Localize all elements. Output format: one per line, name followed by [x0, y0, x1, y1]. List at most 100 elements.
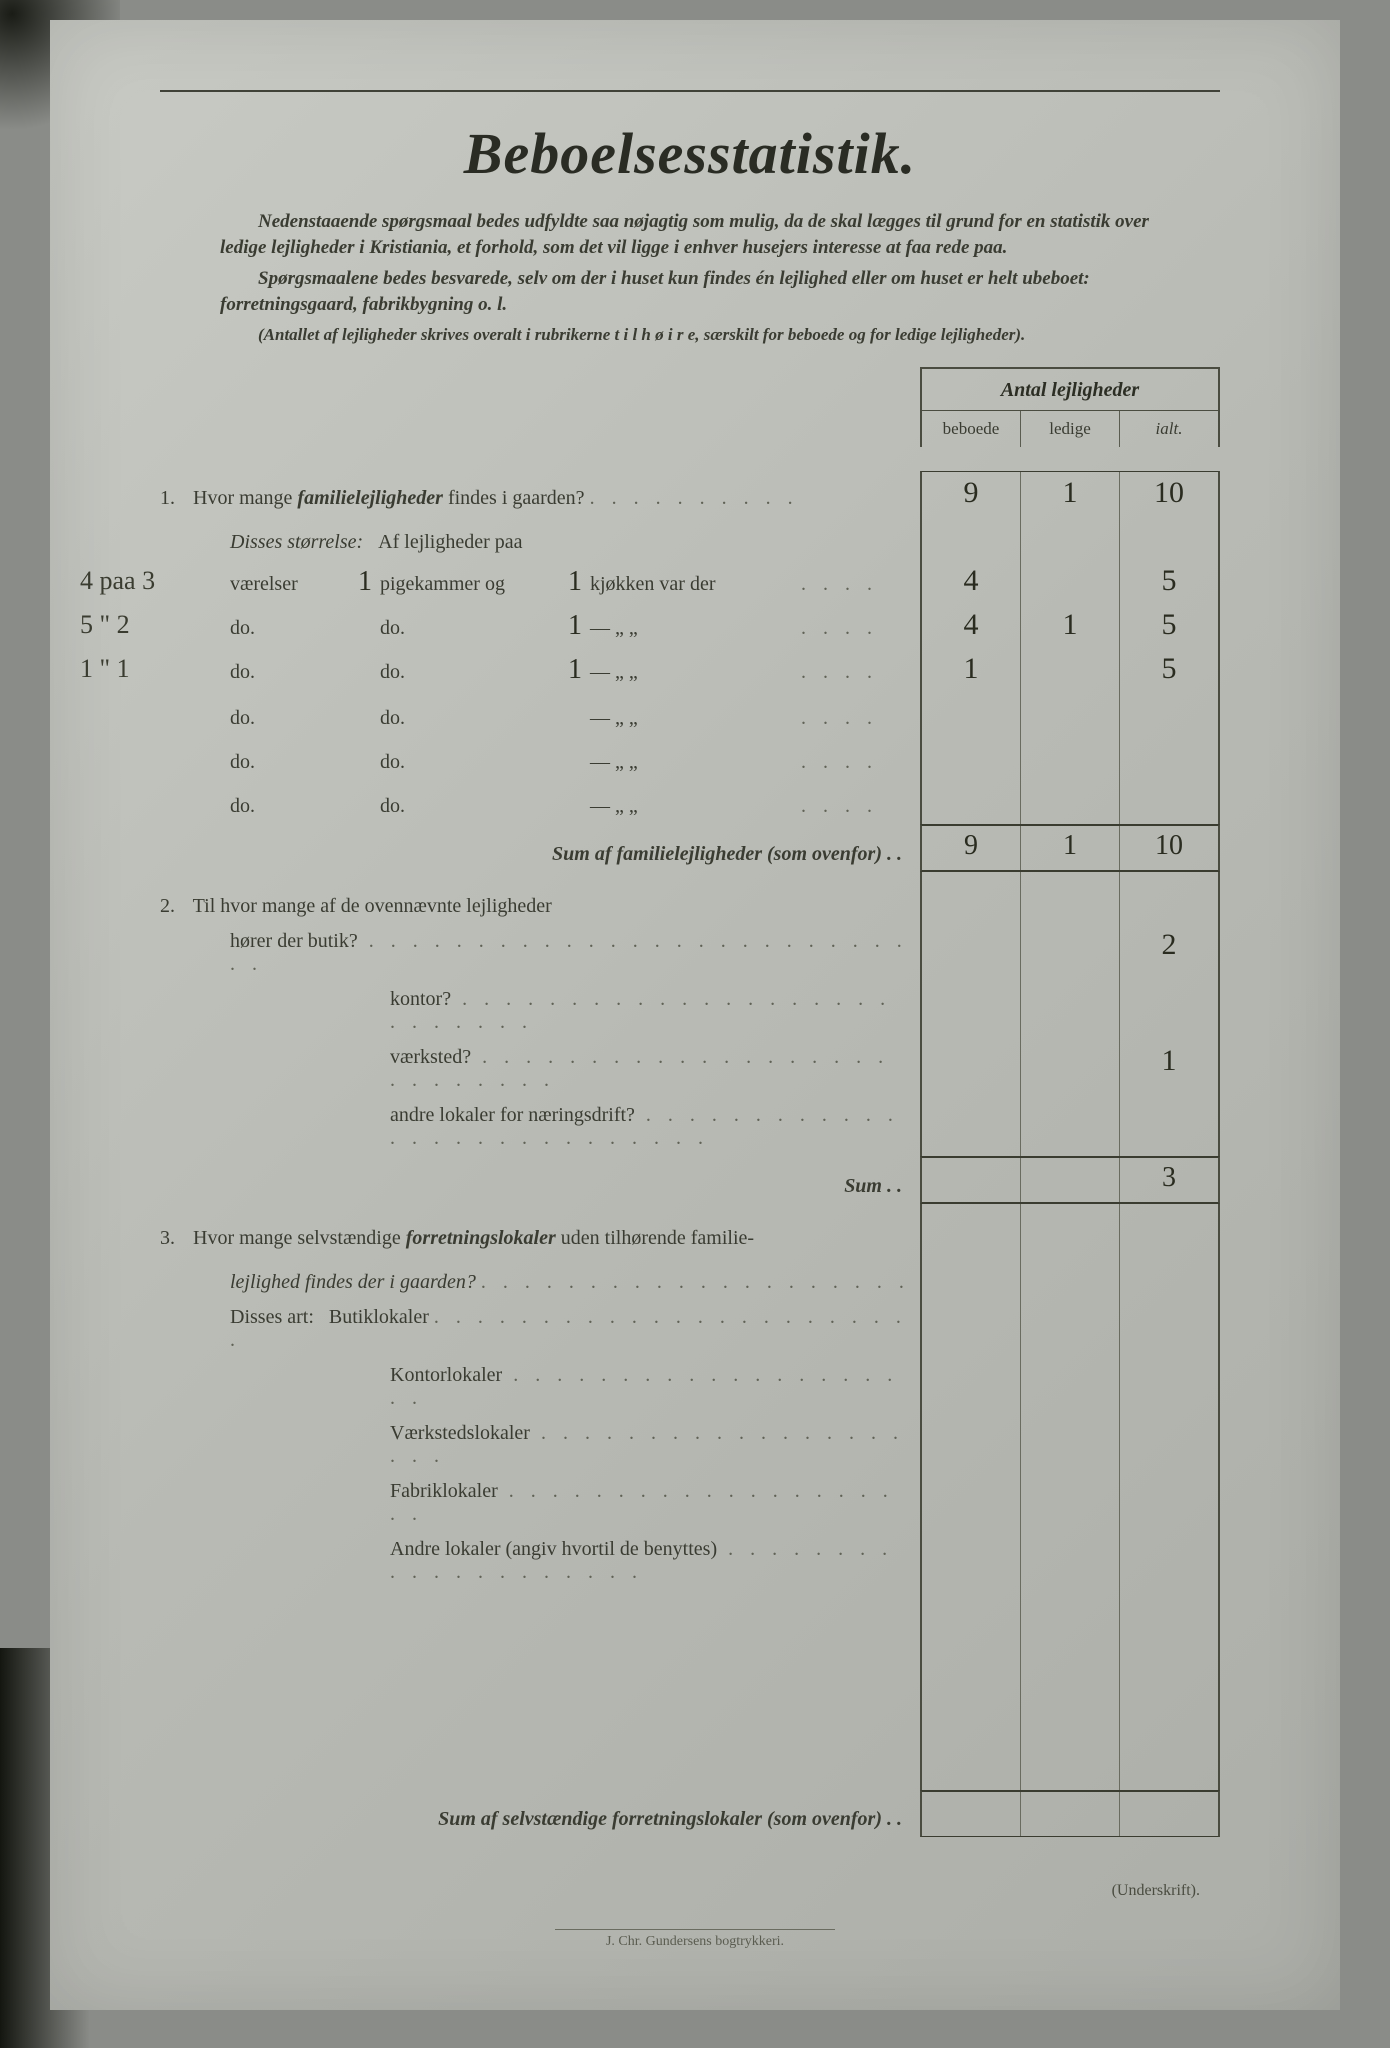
q3-text-c: uden tilhørende familie-	[561, 1227, 754, 1249]
handwritten-value: 1	[560, 566, 590, 598]
dots: . . . . . . . . . . . . . . . . . . . .	[481, 1271, 910, 1293]
q3-text-b: forretningslokaler	[406, 1227, 556, 1249]
q3-detail-row: Fabriklokaler . . . . . . . . . . . . . …	[160, 1474, 1220, 1532]
q2-detail-cells: 1	[920, 1040, 1220, 1098]
q1-beboede: 9	[922, 472, 1021, 516]
cell-i	[1120, 780, 1218, 824]
q2-sum-label: Sum . .	[160, 1169, 920, 1204]
q2-sum-b	[922, 1158, 1021, 1202]
q1-sum-i: 10	[1120, 826, 1218, 870]
q2-label: 2. Til hvor mange af de ovennævnte lejli…	[160, 889, 920, 924]
cell-l	[1021, 924, 1120, 982]
q1-detail-label: do.do.— „ „ . . . .	[160, 789, 920, 824]
q3-empty2	[920, 1256, 1220, 1300]
handwritten-margin: 1 " 1	[80, 654, 130, 684]
q2-detail-row: hører der butik? . . . . . . . . . . . .…	[160, 924, 1220, 982]
intro-p1: Nedenstaaende spørgsmaal bedes udfyldte …	[220, 209, 1180, 260]
signature-label: (Underskrift).	[1112, 1882, 1200, 1900]
q2-text: Til hvor mange af de ovennævnte lejlighe…	[193, 895, 552, 917]
q1-detail-row: 5 " 2do.do.1— „ „ . . . .415	[160, 604, 1220, 648]
cell-l	[1021, 560, 1120, 604]
q1-text-a: Hvor mange	[193, 487, 297, 509]
intro-p3-text: (Antallet af lejligheder skrives overalt…	[258, 325, 1025, 344]
intro-block: Nedenstaaende spørgsmaal bedes udfyldte …	[220, 209, 1180, 347]
cell-l	[1021, 736, 1120, 780]
cell-b	[922, 924, 1021, 982]
cell-l	[1021, 1098, 1120, 1156]
q1-sum-l: 1	[1021, 826, 1120, 870]
q1-cells: 9 1 10	[920, 471, 1220, 516]
cell-b: 4	[922, 604, 1021, 648]
q1-sum-row: Sum af familielejligheder (som ovenfor) …	[160, 824, 1220, 872]
q1-detail-cells: 45	[920, 560, 1220, 604]
q3-disses: Disses art: Butiklokaler . . . . . . . .…	[160, 1300, 920, 1358]
q2-row: 2. Til hvor mange af de ovennævnte lejli…	[160, 872, 1220, 924]
q3-detail-row: Kontorlokaler . . . . . . . . . . . . . …	[160, 1358, 1220, 1416]
q1-detail-label: do.do.— „ „ . . . .	[160, 701, 920, 736]
q1-sum-b: 9	[922, 826, 1021, 870]
handwritten-margin: 5 " 2	[80, 610, 130, 640]
cell-b	[922, 692, 1021, 736]
q3-detail-cells	[920, 1416, 1220, 1474]
q3-row2: lejlighed findes der i gaarden? . . . . …	[160, 1256, 1220, 1300]
q1-detail-label: 1 " 1do.do.1— „ „ . . . .	[160, 648, 920, 692]
q3-detail-row: Andre lokaler (angiv hvortil de benyttes…	[160, 1532, 1220, 1590]
q1-detail-label: do.do.— „ „ . . . .	[160, 745, 920, 780]
rows-container: 1. Hvor mange familielejligheder findes …	[160, 367, 1220, 1837]
cell-i: 1	[1120, 1040, 1218, 1098]
cell-l	[1021, 780, 1120, 824]
cell-b	[922, 1040, 1021, 1098]
q2-num: 2.	[160, 895, 188, 918]
q2-detail-cells	[920, 982, 1220, 1040]
q2-detail-label: hører der butik? . . . . . . . . . . . .…	[160, 924, 920, 982]
intro-p1-text: Nedenstaaende spørgsmaal bedes udfyldte …	[220, 211, 1149, 258]
q3-detail-label: Kontorlokaler . . . . . . . . . . . . . …	[160, 1358, 920, 1416]
q2-detail-row: kontor? . . . . . . . . . . . . . . . . …	[160, 982, 1220, 1040]
content-frame: Beboelsesstatistik. Nedenstaaende spørgs…	[160, 90, 1220, 1837]
q2-sum-cells: 3	[920, 1156, 1220, 1204]
cell-i: 5	[1120, 648, 1218, 692]
cell-b	[922, 982, 1021, 1040]
cell-l: 1	[1021, 604, 1120, 648]
intro-p2: Spørgsmaalene bedes besvarede, selv om d…	[220, 266, 1180, 317]
cell-b	[922, 1098, 1021, 1156]
q2-sum-l	[1021, 1158, 1120, 1202]
cell-i: 2	[1120, 924, 1218, 982]
cell-l	[1021, 648, 1120, 692]
cell-b: 1	[922, 648, 1021, 692]
q3-num: 3.	[160, 1227, 188, 1250]
q1-disses: Disses størrelse: Af lejligheder paa	[160, 525, 920, 560]
q1-disses-row: Disses størrelse: Af lejligheder paa	[160, 516, 1220, 560]
q1-sum-cells: 9 1 10	[920, 824, 1220, 872]
cell-i	[1120, 1098, 1218, 1156]
form-sheet: Antal lejligheder beboede ledige ialt. 1…	[160, 367, 1220, 1837]
q3-r0: Butiklokaler	[329, 1306, 429, 1328]
q3-text-a: Hvor mange selvstændige	[193, 1227, 406, 1249]
intro-p2-text: Spørgsmaalene bedes besvarede, selv om d…	[220, 268, 1090, 315]
page-title: Beboelsesstatistik.	[160, 120, 1220, 187]
q1-detail-row: do.do.— „ „ . . . .	[160, 780, 1220, 824]
cell-l	[1021, 692, 1120, 736]
cell-b	[922, 780, 1021, 824]
q2-detail-row: andre lokaler for næringsdrift? . . . . …	[160, 1098, 1220, 1156]
printer-line: J. Chr. Gundersens bogtrykkeri.	[555, 1929, 835, 1950]
q3-row1: 3. Hvor mange selvstændige forretningslo…	[160, 1204, 1220, 1256]
q2-sum-row: Sum . . 3	[160, 1156, 1220, 1204]
q3-detail-label: Værkstedslokaler . . . . . . . . . . . .…	[160, 1416, 920, 1474]
q1-detail-row: do.do.— „ „ . . . .	[160, 736, 1220, 780]
q3-label1: 3. Hvor mange selvstændige forretningslo…	[160, 1221, 920, 1256]
q1-num: 1.	[160, 487, 188, 510]
q1-ialt: 10	[1120, 472, 1218, 516]
q2-detail-cells	[920, 1098, 1220, 1156]
handwritten-value: 1	[560, 654, 590, 686]
q3-disses-row: Disses art: Butiklokaler . . . . . . . .…	[160, 1300, 1220, 1358]
q3-text-d: lejlighed findes der i gaarden?	[230, 1271, 476, 1293]
q3-detail-cells	[920, 1532, 1220, 1590]
intro-p3: (Antallet af lejligheder skrives overalt…	[220, 324, 1180, 347]
q1-detail-label: 5 " 2do.do.1— „ „ . . . .	[160, 604, 920, 648]
q1-detail-row: 4 paa 3værelser1pigekammer og1kjøkken va…	[160, 560, 1220, 604]
q3-detail-cells	[920, 1474, 1220, 1532]
q3-detail-label: Fabriklokaler . . . . . . . . . . . . . …	[160, 1474, 920, 1532]
dots: . . . . . . . . . .	[590, 487, 799, 509]
cell-b	[922, 736, 1021, 780]
